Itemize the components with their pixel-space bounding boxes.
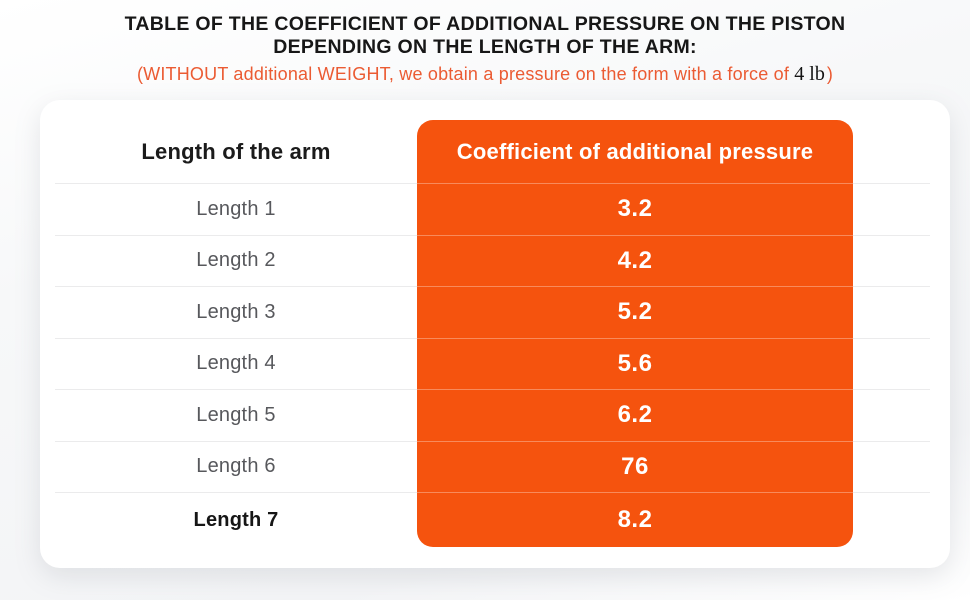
subtitle-force-value: 4 lb — [794, 63, 825, 85]
subtitle-text: (WITHOUT additional WEIGHT, we obtain a … — [136, 64, 795, 84]
row-spacer — [853, 440, 930, 493]
row-spacer — [853, 337, 930, 390]
coefficient-cell: 4.2 — [417, 234, 853, 286]
pressure-coefficient-table: Length of the arm Coefficient of additio… — [55, 120, 930, 547]
table-row: Length 1 3.2 — [55, 183, 930, 235]
coefficient-cell: 6.2 — [417, 389, 853, 441]
table-row: Length 3 5.2 — [55, 286, 930, 338]
coefficient-cell: 5.6 — [417, 337, 853, 389]
page-title-line2: DEPENDING ON THE LENGTH OF THE ARM: — [273, 36, 697, 58]
row-spacer — [853, 183, 930, 235]
page-title-line1: TABLE OF THE COEFFICIENT OF ADDITIONAL P… — [124, 13, 846, 35]
arm-length-cell: Length 6 — [55, 440, 417, 493]
row-spacer — [853, 389, 930, 441]
arm-length-cell: Length 1 — [55, 183, 417, 235]
page-subtitle: (WITHOUT additional WEIGHT, we obtain a … — [0, 63, 970, 85]
table-row: Length 2 4.2 — [55, 234, 930, 287]
table-row: Length 7 8.2 — [55, 492, 930, 547]
column-header-arm-length: Length of the arm — [141, 138, 331, 164]
arm-length-cell: Length 5 — [55, 389, 417, 441]
table-row: Length 5 6.2 — [55, 389, 930, 441]
coefficient-cell: 3.2 — [417, 183, 853, 235]
arm-length-cell: Length 4 — [55, 337, 417, 390]
row-spacer — [853, 286, 930, 338]
coefficient-cell: 8.2 — [417, 492, 853, 547]
column-header-coefficient: Coefficient of additional pressure — [417, 120, 853, 183]
coefficient-cell: 76 — [417, 440, 853, 492]
row-spacer — [853, 492, 930, 547]
arm-length-cell: Length 3 — [55, 286, 417, 338]
table-row: Length 6 76 — [55, 440, 930, 493]
arm-length-cell: Length 7 — [55, 492, 417, 547]
page-title: TABLE OF THE COEFFICIENT OF ADDITIONAL P… — [0, 0, 970, 59]
subtitle-close-paren: ) — [826, 64, 834, 84]
table-card: Length of the arm Coefficient of additio… — [40, 100, 950, 568]
table-header-row: Length of the arm Coefficient of additio… — [55, 120, 930, 183]
header-spacer — [853, 120, 930, 183]
arm-length-cell: Length 2 — [55, 234, 417, 287]
coefficient-cell: 5.2 — [417, 286, 853, 338]
table-row: Length 4 5.6 — [55, 337, 930, 390]
row-spacer — [853, 234, 930, 287]
